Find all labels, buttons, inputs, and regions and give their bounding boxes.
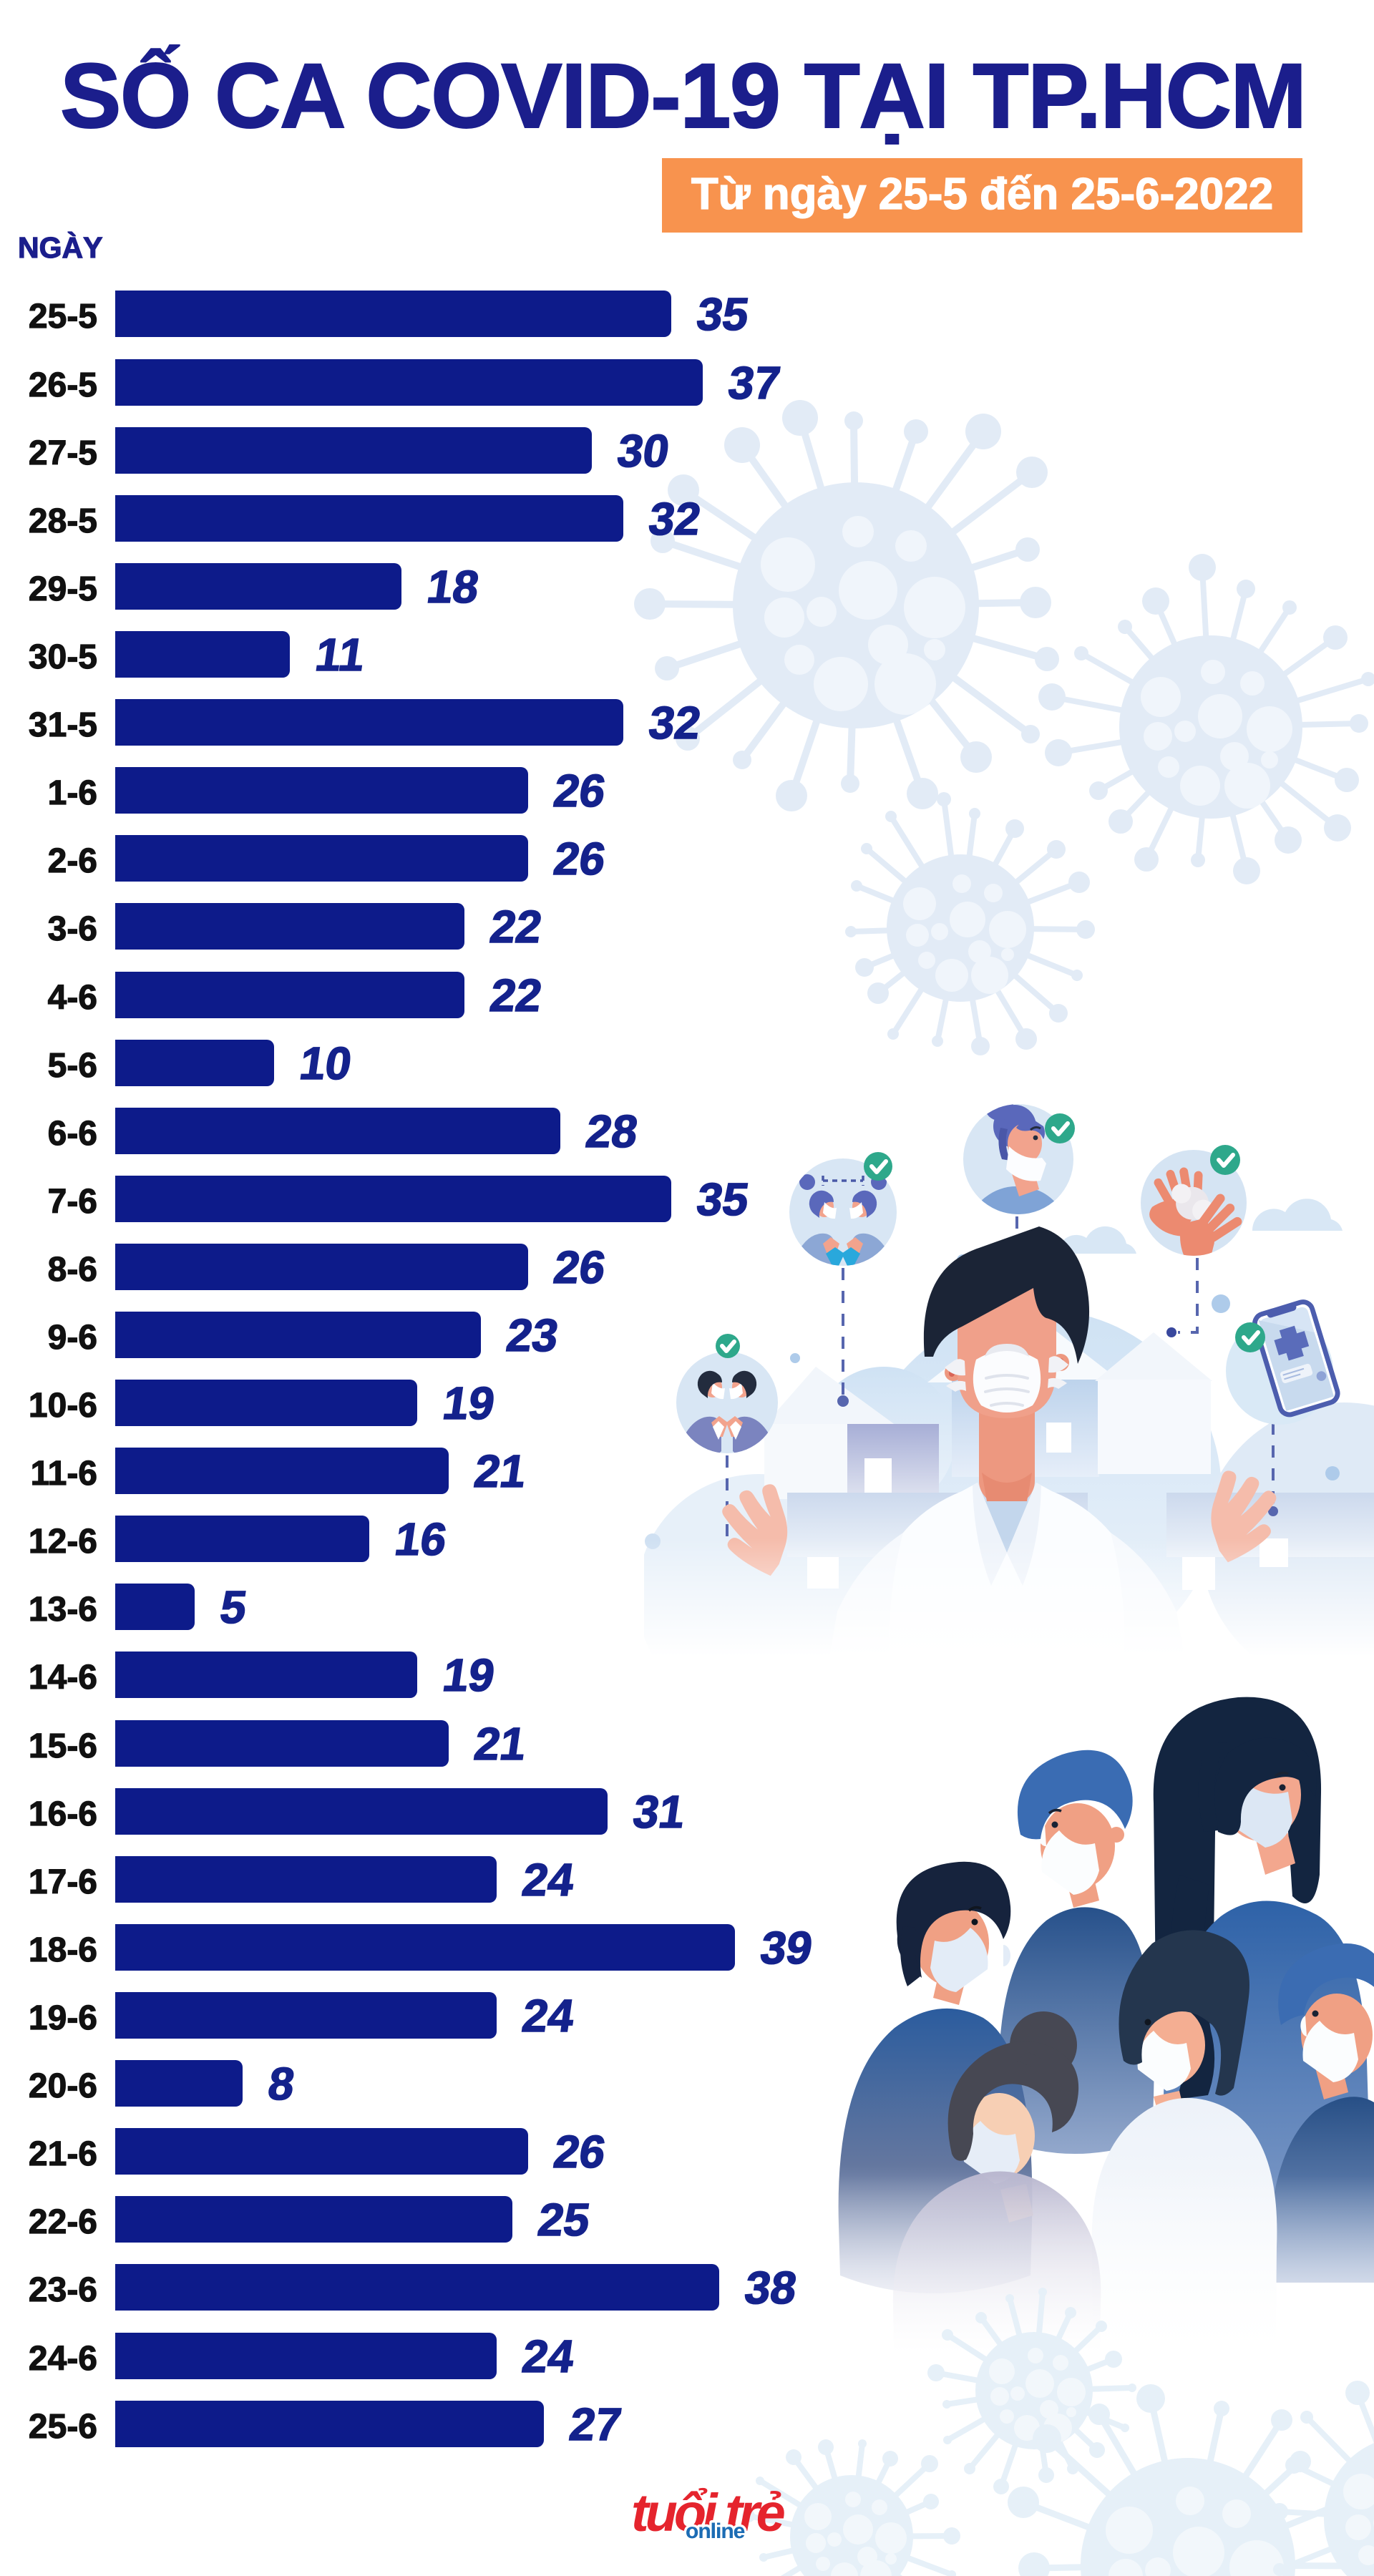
svg-text:online: online <box>686 2519 745 2543</box>
svg-text:online: online <box>686 2519 745 2543</box>
svg-text:tuổi trẻ: tuổi trẻ <box>631 2483 785 2542</box>
